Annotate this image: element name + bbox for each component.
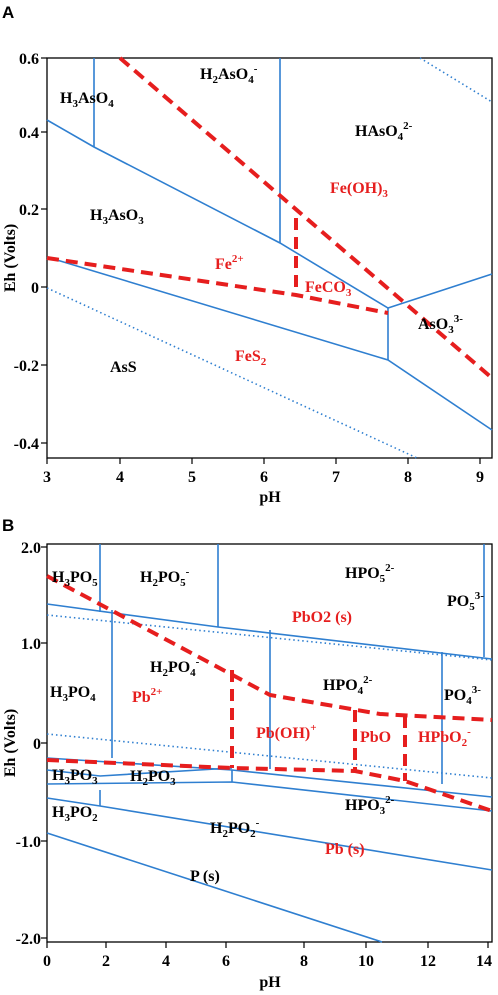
panel-b-x-tick-label: 6 xyxy=(222,953,230,970)
panel-b-y-tick-label: 0 xyxy=(33,736,41,753)
panel-a-x-axis-title: pH xyxy=(259,489,281,506)
species-label-aso3-3minus: AsO33- xyxy=(418,313,463,336)
panel-b-y-tick-label: 1.0 xyxy=(21,636,41,653)
panel-b-label: B xyxy=(2,516,14,535)
species-label-pbo2-s: PbO2 (s) xyxy=(292,609,352,626)
species-label-hpo4-2minus: HPO42- xyxy=(323,674,373,697)
species-label-pb-2plus: Pb2+ xyxy=(132,686,162,706)
panel-b-x-tick-label: 4 xyxy=(162,953,170,970)
species-label-pbo: PbO xyxy=(360,729,391,746)
species-label-h3po3: H3PO3 xyxy=(52,767,98,787)
panel-a-y-tick-label: 0.6 xyxy=(19,51,39,68)
species-label-h3aso4: H3AsO4 xyxy=(60,90,114,110)
species-label-fes2: FeS2 xyxy=(235,348,267,368)
panel-b-ticks xyxy=(41,546,489,948)
panel-a-y-axis-title: Eh (Volts) xyxy=(2,224,19,292)
panel-a-water-stability-line xyxy=(419,57,493,103)
species-label-hpbo2-minus: HPbO2- xyxy=(418,726,471,749)
species-label-h2aso4-minus: H2AsO4- xyxy=(200,63,258,86)
panel-b-pb-boundaries xyxy=(46,574,493,813)
species-label-h3po4: H3PO4 xyxy=(50,684,96,704)
panel-b-pb-boundary xyxy=(46,574,493,722)
panel-b-x-tick-label: 2 xyxy=(102,953,110,970)
species-label-h3po5: H3PO5 xyxy=(52,569,98,589)
panel-b-species-labels: H3PO5 H2PO5- HPO52- PO53- PbO2 (s) H2PO4… xyxy=(50,562,484,885)
species-label-po4-3minus: PO43- xyxy=(444,684,481,707)
panel-a-frame xyxy=(46,57,493,459)
panel-b-x-tick-label: 12 xyxy=(420,953,436,970)
panel-b-tick-labels: 0 2 4 6 8 10 12 14 2.0 1.0 0 -1.0 -2.0 xyxy=(16,540,492,970)
species-label-h2po4-minus: H2PO4- xyxy=(150,656,200,679)
panel-a-x-tick-label: 8 xyxy=(404,469,412,486)
species-label-fe-2plus: Fe2+ xyxy=(215,253,244,273)
species-label-po5-3minus: PO53- xyxy=(447,590,484,613)
species-label-haso4-2minus: HAsO42- xyxy=(355,120,413,143)
panel-a-water-stability-line xyxy=(46,287,418,459)
species-label-h3po2: H3PO2 xyxy=(52,804,98,824)
species-label-h2po5-minus: H2PO5- xyxy=(140,566,190,589)
panel-b-y-tick-label: -1.0 xyxy=(16,834,41,851)
species-label-p-s: P (s) xyxy=(190,868,220,885)
panel-a-x-tick-label: 7 xyxy=(332,469,340,486)
species-label-feco3: FeCO3 xyxy=(305,279,352,299)
panel-b: B xyxy=(2,516,493,991)
panel-a-y-tick-label: 0.2 xyxy=(19,202,39,219)
panel-b-y-tick-label: 2.0 xyxy=(21,540,41,557)
species-label-h3aso3: H3AsO3 xyxy=(90,207,144,227)
panel-b-x-tick-label: 0 xyxy=(43,953,51,970)
panel-b-x-axis-title: pH xyxy=(259,974,281,991)
panel-a-x-tick-label: 5 xyxy=(188,469,196,486)
panel-a-x-tick-label: 3 xyxy=(43,469,51,486)
species-label-pb-oh-plus: Pb(OH)+ xyxy=(256,722,317,742)
panel-b-y-tick-label: -2.0 xyxy=(16,931,41,948)
species-label-hpo3-2minus: HPO32- xyxy=(345,794,395,817)
species-label-h2po2-minus: H2PO2- xyxy=(210,817,260,840)
panel-a-label: A xyxy=(2,3,14,22)
panel-b-y-axis-title: Eh (Volts) xyxy=(2,709,19,777)
panel-a-x-tick-label: 4 xyxy=(116,469,124,486)
panel-a-fe-boundaries xyxy=(46,56,494,380)
species-label-h2po3: H2PO3 xyxy=(130,768,176,788)
species-label-hpo5-2minus: HPO52- xyxy=(345,562,395,585)
panel-a-y-tick-label: 0 xyxy=(31,280,39,297)
panel-b-x-tick-label: 10 xyxy=(358,953,374,970)
panel-a-boundary-line xyxy=(46,256,493,431)
panel-a-ticks xyxy=(41,57,481,464)
species-label-pb-s: Pb (s) xyxy=(325,841,365,858)
panel-a-tick-labels: 3 4 5 6 7 8 9 0.6 0.4 0.2 0 -0.2 -0.4 xyxy=(14,51,484,486)
panel-a-y-tick-label: -0.2 xyxy=(14,358,39,375)
panel-a-x-tick-label: 9 xyxy=(476,469,484,486)
panel-a-species-labels: H3AsO4 H2AsO4- HAsO42- H3AsO3 Fe(OH)3 Fe… xyxy=(60,63,463,376)
panel-a-boundary-lines xyxy=(46,57,493,459)
panel-a: A xyxy=(2,3,494,506)
panel-b-boundary-line xyxy=(46,797,493,871)
panel-a-y-tick-label: 0.4 xyxy=(19,125,39,142)
panel-a-x-tick-label: 6 xyxy=(260,469,268,486)
species-label-ass: AsS xyxy=(110,359,137,376)
panel-b-boundary-line xyxy=(46,767,233,777)
panel-b-x-tick-label: 8 xyxy=(300,953,308,970)
species-label-fe-oh-3: Fe(OH)3 xyxy=(330,180,388,200)
panel-b-x-tick-label: 14 xyxy=(476,953,492,970)
panel-a-fe-boundary xyxy=(118,56,494,380)
panel-a-y-tick-label: -0.4 xyxy=(14,436,39,453)
panel-b-boundary-line xyxy=(46,832,383,943)
